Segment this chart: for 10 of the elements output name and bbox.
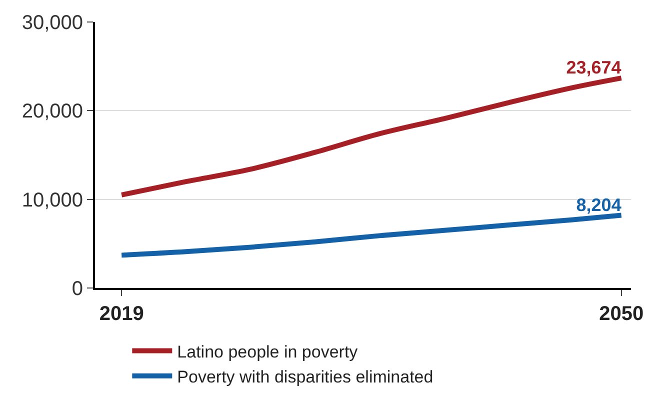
x-tick-label: 2050 [599, 303, 644, 325]
legend-label: Poverty with disparities eliminated [177, 368, 434, 386]
x-tick-label: 2019 [99, 303, 144, 325]
y-tick-label: 0 [72, 278, 83, 300]
y-tick-label: 20,000 [22, 100, 83, 123]
data-label: 23,674 [566, 58, 622, 78]
legend-label: Latino people in poverty [177, 342, 358, 362]
y-tick-label: 10,000 [22, 189, 83, 212]
data-label: 8,204 [576, 194, 622, 215]
y-tick-label: 30,000 [22, 12, 83, 34]
